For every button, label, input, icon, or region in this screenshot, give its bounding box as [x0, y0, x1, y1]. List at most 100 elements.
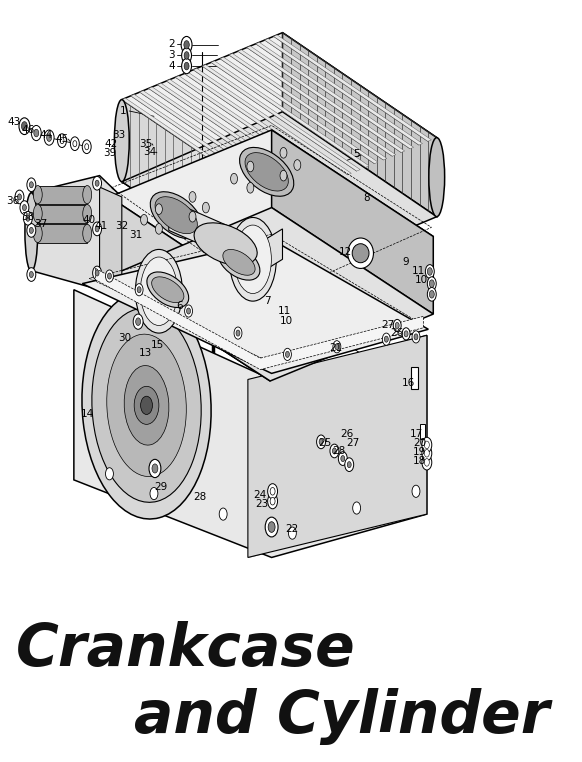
- Ellipse shape: [25, 193, 38, 271]
- Text: 33: 33: [112, 130, 125, 140]
- Circle shape: [289, 527, 296, 539]
- Text: 10: 10: [280, 316, 293, 326]
- Text: 13: 13: [139, 348, 152, 358]
- Circle shape: [73, 141, 77, 147]
- Polygon shape: [272, 130, 433, 314]
- Ellipse shape: [140, 257, 178, 325]
- Text: 17: 17: [409, 429, 423, 439]
- Polygon shape: [31, 175, 122, 290]
- Circle shape: [23, 204, 26, 210]
- Polygon shape: [82, 239, 428, 373]
- Text: 26: 26: [340, 429, 353, 439]
- Circle shape: [134, 386, 159, 424]
- Text: 27: 27: [346, 437, 359, 447]
- Text: 21: 21: [329, 344, 343, 354]
- Circle shape: [285, 351, 289, 357]
- Circle shape: [338, 452, 347, 466]
- Circle shape: [402, 328, 410, 340]
- Circle shape: [152, 464, 158, 473]
- Circle shape: [395, 322, 399, 328]
- Polygon shape: [122, 112, 436, 283]
- Polygon shape: [122, 98, 280, 204]
- Text: 24: 24: [253, 490, 267, 500]
- Text: 18: 18: [413, 456, 427, 466]
- Ellipse shape: [33, 224, 42, 242]
- Circle shape: [427, 277, 436, 290]
- Circle shape: [155, 223, 162, 234]
- Text: 20: 20: [413, 438, 427, 448]
- Circle shape: [319, 439, 323, 445]
- Circle shape: [330, 444, 339, 458]
- Circle shape: [425, 264, 434, 278]
- Ellipse shape: [194, 223, 257, 265]
- Circle shape: [31, 126, 41, 141]
- Circle shape: [19, 118, 30, 135]
- Circle shape: [141, 396, 152, 415]
- Text: 9: 9: [403, 257, 409, 267]
- Circle shape: [317, 435, 325, 449]
- Circle shape: [184, 52, 189, 59]
- Circle shape: [184, 305, 193, 317]
- Text: 22: 22: [285, 523, 298, 533]
- Circle shape: [95, 226, 99, 232]
- Text: 6: 6: [176, 302, 183, 312]
- Circle shape: [422, 437, 432, 453]
- Circle shape: [184, 40, 189, 49]
- Polygon shape: [202, 65, 360, 171]
- Ellipse shape: [92, 309, 201, 502]
- Circle shape: [181, 37, 192, 53]
- Polygon shape: [211, 61, 369, 168]
- Text: 11: 11: [278, 306, 291, 316]
- Circle shape: [105, 270, 113, 282]
- Polygon shape: [148, 87, 307, 194]
- Circle shape: [268, 494, 278, 509]
- Polygon shape: [229, 53, 387, 160]
- Ellipse shape: [223, 249, 255, 275]
- Ellipse shape: [83, 224, 91, 242]
- Text: 40: 40: [82, 215, 95, 225]
- Circle shape: [412, 331, 420, 343]
- Circle shape: [384, 336, 388, 342]
- Ellipse shape: [136, 249, 182, 333]
- Ellipse shape: [352, 244, 369, 263]
- Circle shape: [20, 200, 29, 214]
- Text: Crankcase: Crankcase: [16, 620, 355, 677]
- Circle shape: [93, 176, 101, 190]
- Text: 12: 12: [339, 248, 352, 258]
- Ellipse shape: [124, 366, 169, 445]
- Ellipse shape: [152, 277, 184, 303]
- Circle shape: [412, 485, 420, 498]
- Circle shape: [280, 148, 287, 158]
- Circle shape: [27, 223, 36, 237]
- Circle shape: [230, 173, 237, 184]
- Circle shape: [270, 498, 275, 505]
- Text: 25: 25: [318, 438, 331, 448]
- Circle shape: [108, 273, 111, 279]
- Circle shape: [424, 441, 430, 449]
- Circle shape: [58, 134, 66, 148]
- Text: 41: 41: [95, 221, 108, 231]
- Polygon shape: [247, 46, 404, 152]
- Bar: [411, 367, 418, 389]
- Text: 29: 29: [155, 482, 168, 492]
- Circle shape: [424, 450, 430, 457]
- Ellipse shape: [155, 197, 197, 234]
- Circle shape: [85, 144, 88, 150]
- Text: 11: 11: [411, 266, 425, 276]
- Text: 1: 1: [120, 106, 127, 116]
- Circle shape: [29, 181, 33, 187]
- Text: 7: 7: [264, 296, 271, 306]
- Circle shape: [187, 308, 190, 314]
- Polygon shape: [220, 57, 378, 164]
- Text: 3: 3: [168, 50, 175, 60]
- Text: 15: 15: [151, 341, 165, 351]
- Polygon shape: [109, 207, 433, 381]
- Polygon shape: [158, 83, 315, 190]
- Text: 37: 37: [34, 219, 48, 229]
- Polygon shape: [122, 33, 436, 204]
- Circle shape: [234, 327, 242, 339]
- Text: 5: 5: [353, 149, 360, 159]
- Text: 38: 38: [21, 213, 34, 223]
- Text: 30: 30: [118, 333, 131, 343]
- Circle shape: [93, 266, 101, 280]
